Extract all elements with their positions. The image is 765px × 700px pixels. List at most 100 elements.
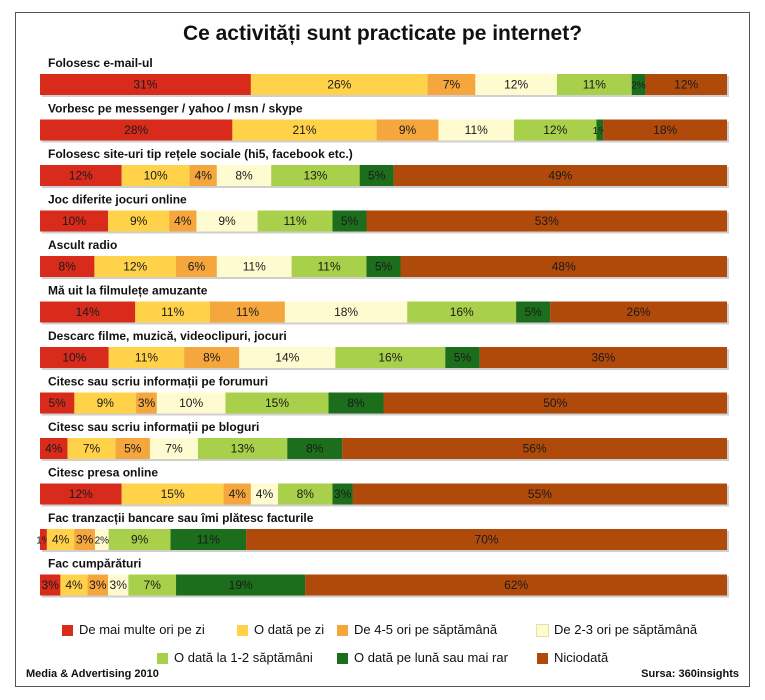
- data-label: 3%: [334, 487, 352, 501]
- data-label: 7%: [144, 578, 162, 592]
- data-label: 50%: [543, 396, 567, 410]
- legend-swatch: [62, 625, 73, 637]
- legend-label: De 4-5 ori pe săptămână: [354, 622, 498, 637]
- data-label: 31%: [133, 78, 157, 92]
- data-label: 8%: [235, 169, 253, 183]
- data-label: 9%: [97, 396, 115, 410]
- bar-segment: [108, 529, 171, 550]
- bar-segment: [332, 210, 367, 232]
- legend-swatch: [536, 624, 549, 638]
- data-label: 8%: [347, 396, 365, 410]
- data-label: 11%: [318, 260, 341, 274]
- data-label: 70%: [475, 533, 499, 547]
- data-label: 1%: [593, 126, 608, 137]
- bar-segment: [149, 438, 199, 459]
- category-label: Citesc sau scriu informații pe bloguri: [48, 420, 259, 434]
- data-label: 11%: [236, 305, 259, 319]
- category-label: Folosesc site-uri tip rețele sociale (hi…: [48, 147, 353, 161]
- data-label: 11%: [197, 533, 220, 547]
- legend-swatch: [337, 625, 348, 637]
- footer-left: Media & Advertising 2010: [26, 668, 159, 680]
- data-label: 12%: [69, 487, 93, 501]
- bar-segment: [115, 438, 150, 459]
- bar-segment: [246, 529, 727, 550]
- category-label: Ascult radio: [48, 238, 117, 252]
- bar-segment: [40, 483, 122, 505]
- bar-segment: [366, 256, 401, 277]
- data-label: 5%: [454, 351, 472, 365]
- footer-source: Sursa: 360insights: [641, 668, 739, 680]
- bar-segment: [176, 256, 217, 277]
- data-label: 12%: [674, 78, 698, 92]
- category-label: Citesc sau scriu informații pe forumuri: [48, 375, 268, 389]
- bar-segment: [176, 574, 306, 596]
- data-label: 3%: [138, 396, 156, 410]
- data-label: 28%: [124, 123, 148, 137]
- bar-segment: [108, 347, 185, 368]
- data-label: 13%: [303, 169, 327, 183]
- category-label: Folosesc e-mail-ul: [48, 56, 153, 70]
- data-label: 4%: [52, 533, 70, 547]
- legend-swatch: [237, 625, 248, 637]
- bar-segment: [128, 574, 177, 596]
- bar-segment: [216, 165, 272, 186]
- bar-segment: [427, 74, 476, 95]
- bar-segment: [278, 483, 333, 505]
- data-label: 12%: [504, 78, 528, 92]
- legend-swatch: [537, 653, 548, 665]
- data-label: 11%: [135, 351, 158, 365]
- data-label: 10%: [144, 169, 168, 183]
- data-label: 8%: [59, 260, 77, 274]
- bar-segment: [87, 574, 109, 596]
- data-label: 9%: [130, 214, 148, 228]
- legend-item: O dată pe lună sau mai rar: [337, 650, 508, 665]
- data-label: 11%: [243, 260, 266, 274]
- bar-segment: [74, 392, 137, 414]
- bar-segment: [94, 529, 109, 550]
- data-label: 18%: [653, 123, 677, 137]
- bar-segment: [645, 74, 727, 95]
- bar-segment: [225, 392, 329, 414]
- bar-segment: [376, 119, 439, 141]
- data-label: 10%: [179, 396, 203, 410]
- bar-segment: [475, 74, 557, 95]
- bar-segment: [184, 347, 240, 368]
- data-label: 11%: [284, 214, 307, 228]
- bar-segment: [383, 392, 727, 414]
- data-label: 9%: [131, 533, 149, 547]
- data-label: 3%: [89, 578, 107, 592]
- bar-segment: [438, 119, 515, 141]
- legend-item: De 2-3 ori pe săptămână: [536, 622, 698, 638]
- bar-segment: [135, 301, 211, 323]
- category-label: Fac tranzacții bancare sau îmi plătesc f…: [48, 511, 314, 525]
- bar-segment: [250, 74, 428, 95]
- bar-segment: [46, 529, 75, 550]
- bar-segment: [40, 347, 109, 368]
- data-label: 5%: [375, 260, 393, 274]
- bar-segment: [328, 392, 384, 414]
- legend-label: De mai multe ori pe zi: [79, 622, 205, 637]
- bar-segment: [216, 256, 292, 277]
- category-label: Citesc presa online: [48, 466, 158, 480]
- bar-segment: [596, 119, 604, 141]
- bar-segment: [291, 256, 367, 277]
- bar-segment: [366, 210, 727, 232]
- bar-segment: [40, 210, 109, 232]
- data-label: 36%: [591, 351, 615, 365]
- bar-segment: [108, 210, 170, 232]
- data-label: 4%: [256, 487, 274, 501]
- legend-label: De 2-3 ori pe săptămână: [554, 622, 698, 637]
- bar-segment: [445, 347, 480, 368]
- data-label: 15%: [265, 396, 289, 410]
- bar-segment: [305, 574, 727, 596]
- bar-segment: [198, 438, 288, 459]
- data-label: 12%: [69, 169, 93, 183]
- data-label: 3%: [42, 578, 60, 592]
- data-label: 5%: [368, 169, 386, 183]
- legend-label: O dată la 1-2 săptămâni: [174, 650, 313, 665]
- data-label: 11%: [161, 305, 184, 319]
- bar-segment: [514, 119, 597, 141]
- data-label: 11%: [583, 78, 606, 92]
- bar-segment: [40, 256, 95, 277]
- bar-segment: [407, 301, 517, 323]
